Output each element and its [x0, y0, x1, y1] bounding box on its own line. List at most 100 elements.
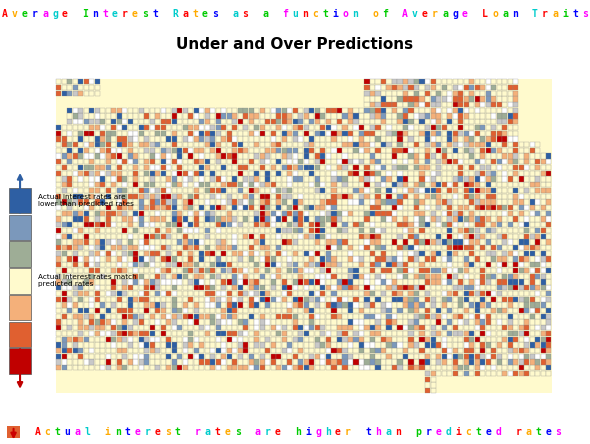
- Bar: [287, 108, 293, 113]
- Bar: [320, 119, 326, 124]
- Bar: [497, 85, 502, 90]
- Bar: [408, 257, 414, 262]
- Bar: [238, 239, 243, 245]
- Bar: [227, 302, 232, 308]
- Bar: [414, 102, 419, 107]
- Bar: [320, 170, 326, 176]
- Bar: [326, 119, 331, 124]
- Bar: [348, 113, 353, 119]
- Bar: [238, 245, 243, 250]
- Bar: [519, 257, 524, 262]
- Bar: [546, 257, 551, 262]
- Bar: [546, 194, 551, 199]
- Bar: [535, 159, 540, 164]
- Text: t: t: [215, 428, 221, 437]
- Bar: [365, 239, 369, 245]
- Bar: [227, 268, 232, 273]
- Bar: [370, 170, 375, 176]
- Bar: [469, 148, 474, 153]
- Bar: [453, 251, 458, 256]
- Bar: [216, 142, 221, 147]
- Bar: [177, 125, 182, 130]
- Bar: [249, 234, 254, 239]
- Bar: [441, 165, 447, 170]
- Bar: [111, 285, 116, 290]
- Bar: [304, 251, 309, 256]
- Bar: [530, 342, 535, 348]
- Bar: [375, 136, 381, 142]
- Bar: [507, 239, 513, 245]
- Bar: [474, 91, 480, 96]
- Bar: [436, 222, 441, 227]
- Bar: [133, 108, 138, 113]
- Bar: [299, 108, 303, 113]
- Bar: [84, 308, 88, 313]
- Bar: [353, 325, 359, 330]
- Bar: [474, 285, 480, 290]
- Bar: [117, 131, 122, 136]
- Bar: [172, 325, 177, 330]
- Bar: [216, 268, 221, 273]
- Bar: [370, 228, 375, 233]
- Text: g: g: [315, 428, 321, 437]
- Bar: [160, 342, 166, 348]
- Bar: [276, 297, 281, 302]
- Bar: [67, 210, 72, 216]
- Bar: [469, 234, 474, 239]
- Bar: [497, 79, 502, 84]
- Bar: [480, 365, 485, 370]
- Bar: [100, 331, 105, 336]
- Text: o: o: [342, 9, 348, 19]
- Bar: [474, 297, 480, 302]
- Bar: [166, 245, 171, 250]
- Bar: [403, 331, 408, 336]
- Bar: [447, 262, 452, 267]
- Bar: [61, 274, 67, 279]
- Bar: [106, 251, 111, 256]
- Text: R: R: [172, 9, 178, 19]
- Bar: [365, 96, 369, 102]
- Bar: [205, 291, 210, 296]
- Bar: [436, 228, 441, 233]
- Bar: [309, 188, 314, 193]
- Bar: [117, 176, 122, 182]
- Bar: [486, 119, 491, 124]
- Bar: [299, 170, 303, 176]
- Bar: [238, 205, 243, 210]
- Bar: [210, 205, 215, 210]
- Bar: [441, 142, 447, 147]
- Bar: [359, 337, 364, 342]
- Bar: [249, 210, 254, 216]
- Bar: [491, 228, 496, 233]
- Bar: [227, 222, 232, 227]
- Text: f: f: [282, 9, 288, 19]
- Bar: [254, 308, 260, 313]
- Bar: [497, 308, 502, 313]
- Bar: [243, 297, 248, 302]
- Text: c: c: [44, 428, 50, 437]
- Bar: [458, 194, 463, 199]
- Bar: [326, 210, 331, 216]
- Bar: [221, 194, 227, 199]
- Bar: [425, 331, 430, 336]
- Bar: [486, 291, 491, 296]
- Bar: [160, 291, 166, 296]
- Bar: [293, 325, 298, 330]
- Bar: [56, 348, 61, 353]
- Bar: [513, 194, 518, 199]
- Bar: [111, 348, 116, 353]
- Bar: [381, 365, 386, 370]
- Bar: [469, 360, 474, 365]
- Bar: [199, 170, 204, 176]
- Bar: [441, 348, 447, 353]
- Bar: [403, 337, 408, 342]
- Bar: [502, 113, 507, 119]
- Bar: [276, 148, 281, 153]
- Bar: [414, 337, 419, 342]
- Bar: [408, 251, 414, 256]
- Bar: [221, 148, 227, 153]
- Bar: [507, 182, 513, 187]
- Bar: [502, 319, 507, 325]
- Bar: [353, 302, 359, 308]
- Bar: [480, 176, 485, 182]
